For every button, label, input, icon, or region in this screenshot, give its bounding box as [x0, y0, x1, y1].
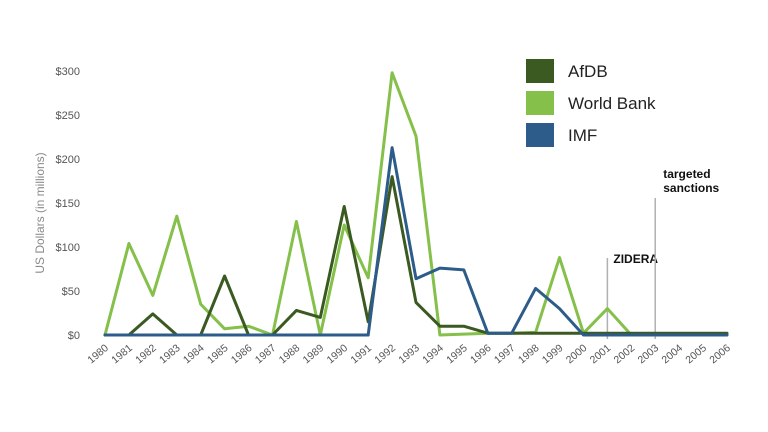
- y-tick-label: $200: [56, 154, 80, 166]
- x-tick-label: 1984: [181, 342, 207, 366]
- x-tick-label: 1982: [133, 342, 159, 366]
- x-tick-label: 2003: [636, 342, 662, 366]
- x-tick-label: 1990: [325, 342, 351, 366]
- x-tick-label: 1993: [396, 342, 422, 366]
- x-tick-label: 1983: [157, 342, 183, 366]
- y-axis-label: US Dollars (in millions): [33, 152, 47, 273]
- series-line-afdb: [103, 175, 729, 337]
- x-tick-label: 1997: [492, 342, 518, 366]
- legend-swatch: [526, 91, 554, 115]
- x-tick-label: 1994: [420, 342, 446, 366]
- x-tick-label: 1991: [348, 342, 374, 366]
- legend: AfDB World Bank IMF: [526, 59, 656, 147]
- x-tick-label: 1987: [253, 342, 279, 366]
- annotation-label: targeted sanctions: [663, 167, 719, 195]
- x-tick-label: 1992: [372, 342, 398, 366]
- y-axis: $0 $50 $100 $150 $200 $250 $300: [56, 66, 80, 342]
- x-tick-label: 1981: [109, 342, 135, 366]
- y-tick-label: $0: [68, 330, 80, 342]
- legend-swatch: [526, 59, 554, 83]
- annotation-label: ZIDERA: [613, 252, 658, 266]
- y-tick-label: $300: [56, 66, 80, 78]
- legend-swatch: [526, 123, 554, 147]
- x-tick-label: 2002: [612, 342, 638, 366]
- x-axis: 1980198119821983198419851986198719881989…: [85, 342, 733, 366]
- legend-label: World Bank: [568, 94, 656, 113]
- y-tick-label: $50: [62, 286, 80, 298]
- series-line-imf: [103, 146, 729, 337]
- x-tick-label: 1988: [277, 342, 303, 366]
- series-lines: [103, 71, 729, 337]
- x-tick-label: 1980: [85, 342, 111, 366]
- x-tick-label: 1995: [444, 342, 470, 366]
- x-tick-label: 2001: [588, 342, 614, 366]
- x-tick-label: 1996: [468, 342, 494, 366]
- y-tick-label: $150: [56, 198, 80, 210]
- x-tick-label: 1985: [205, 342, 231, 366]
- x-tick-label: 1989: [301, 342, 327, 366]
- x-tick-label: 2005: [683, 342, 709, 366]
- x-tick-label: 2006: [707, 342, 733, 366]
- x-tick-label: 1986: [229, 342, 255, 366]
- legend-label: IMF: [568, 126, 597, 145]
- y-tick-label: $100: [56, 242, 80, 254]
- x-tick-label: 2004: [659, 342, 685, 366]
- legend-label: AfDB: [568, 62, 608, 81]
- x-tick-label: 2000: [564, 342, 590, 366]
- annotations: ZIDERA targeted sanctions: [606, 167, 720, 339]
- x-tick-label: 1998: [516, 342, 542, 366]
- y-tick-label: $250: [56, 110, 80, 122]
- x-tick-label: 1999: [540, 342, 566, 366]
